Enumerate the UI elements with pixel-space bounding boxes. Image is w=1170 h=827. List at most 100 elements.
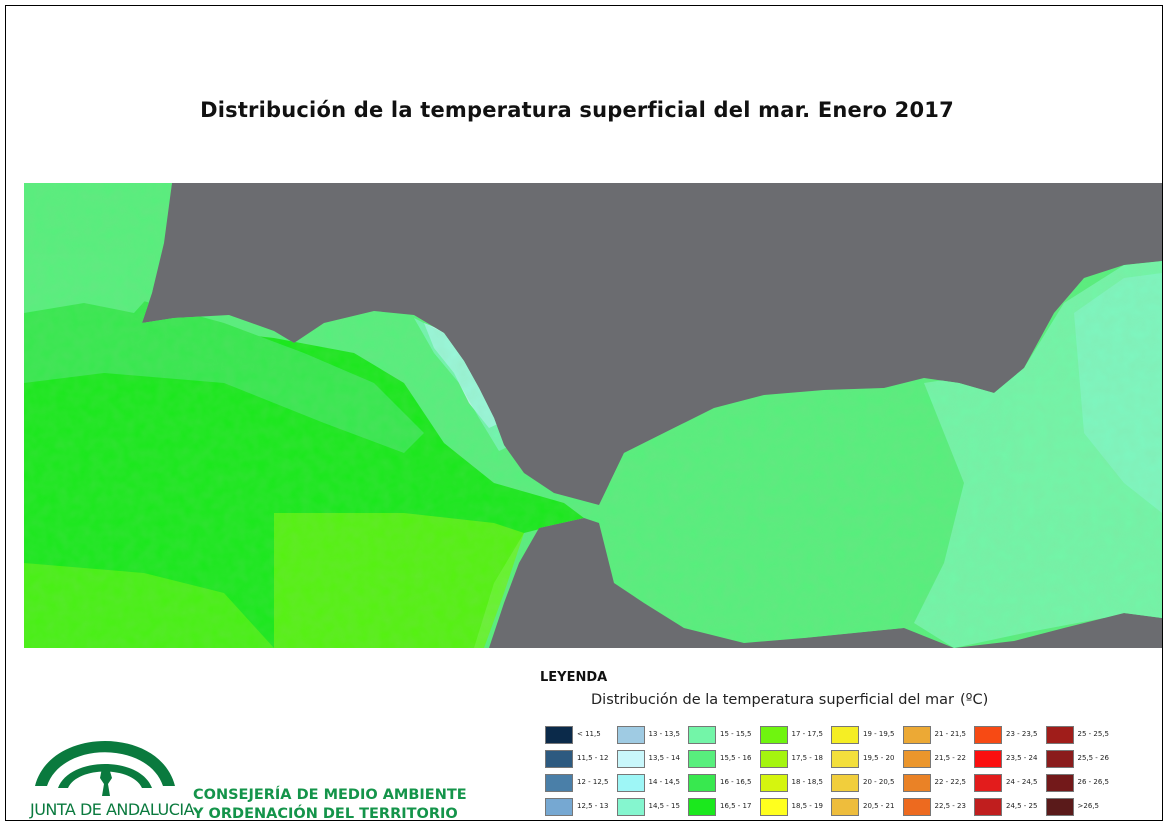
legend-grid: < 11,5 11,5 - 12 12 - 12,5 12,5 - 13 13 - 13…: [545, 726, 1145, 822]
legend-swatch: [902, 774, 931, 792]
legend-item: 22,5 - 23: [902, 798, 977, 818]
legend-label: 13 - 13,5: [648, 730, 680, 738]
legend-swatch: [902, 750, 931, 768]
legend-item: 14 - 14,5: [616, 774, 691, 794]
legend-swatch: [1045, 750, 1074, 768]
legend-label: 13,5 - 14: [648, 754, 680, 762]
legend-swatch: [974, 798, 1002, 816]
map-frame: [5, 5, 1163, 821]
legend-subtitle: Distribución de la temperatura superfici…: [591, 692, 988, 708]
sst-map: [24, 183, 1162, 648]
legend-item: 18,5 - 19: [759, 798, 834, 818]
department-line-2: Y ORDENACIÓN DEL TERRITORIO: [193, 806, 458, 822]
logo-org-name: JUNTA DE ANDALUCIA: [30, 800, 195, 819]
legend-swatch: [1045, 774, 1074, 792]
legend-label: 25 - 25,5: [1077, 730, 1109, 738]
legend-item: 21,5 - 22: [902, 750, 977, 770]
legend-label: 20 - 20,5: [863, 778, 895, 786]
legend-label: 25,5 - 26: [1077, 754, 1109, 762]
legend-swatch: [974, 726, 1002, 744]
legend-label: 16,5 - 17: [720, 802, 752, 810]
legend-label: 18 - 18,5: [791, 778, 823, 786]
legend-item: 13 - 13,5: [616, 726, 691, 746]
legend-label: 19 - 19,5: [863, 730, 895, 738]
junta-andalucia-logo: [35, 741, 175, 796]
legend-label: 14,5 - 15: [648, 802, 680, 810]
legend-swatch: [688, 750, 716, 768]
legend-swatch: [902, 798, 931, 816]
legend-label: 14 - 14,5: [648, 778, 680, 786]
legend-item: 19 - 19,5: [831, 726, 905, 746]
legend-label: 26 - 26,5: [1077, 778, 1109, 786]
legend-swatch: [974, 750, 1002, 768]
department-name: CONSEJERÍA DE MEDIO AMBIENTE Y ORDENACIÓ…: [193, 786, 467, 824]
legend-item: 24,5 - 25: [974, 798, 1048, 818]
legend-swatch: [831, 774, 859, 792]
legend-swatch: [616, 726, 645, 744]
legend-label: 12,5 - 13: [577, 802, 609, 810]
legend-subtitle-text: Distribución de la temperatura superfici…: [591, 692, 955, 708]
legend-label: 11,5 - 12: [577, 754, 609, 762]
legend-item: 22 - 22,5: [902, 774, 977, 794]
legend-item: 16,5 - 17: [688, 798, 762, 818]
legend-item: 23 - 23,5: [974, 726, 1048, 746]
legend-heading: LEYENDA: [540, 670, 608, 685]
legend-label: 23,5 - 24: [1006, 754, 1038, 762]
legend-swatch: [688, 798, 716, 816]
legend-label: < 11,5: [577, 730, 601, 738]
legend-label: 19,5 - 20: [863, 754, 895, 762]
legend-label: >26,5: [1077, 802, 1099, 810]
legend-label: 15 - 15,5: [720, 730, 752, 738]
legend-swatch: [616, 798, 645, 816]
legend-swatch: [974, 774, 1002, 792]
legend-label: 18,5 - 19: [791, 802, 823, 810]
legend-swatch: [759, 798, 788, 816]
legend-unit: (ºC): [960, 692, 989, 708]
legend-item: 12 - 12,5: [545, 774, 619, 794]
legend-item: < 11,5: [545, 726, 619, 746]
legend-swatch: [545, 774, 573, 792]
map-title: Distribución de la temperatura superfici…: [200, 98, 954, 122]
legend-label: 20,5 - 21: [863, 802, 895, 810]
legend-item: 25 - 25,5: [1045, 726, 1120, 746]
legend-label: 21 - 21,5: [934, 730, 966, 738]
legend-item: 11,5 - 12: [545, 750, 619, 770]
legend-item: 20,5 - 21: [831, 798, 905, 818]
legend-swatch: [545, 726, 573, 744]
legend-swatch: [759, 774, 788, 792]
legend-label: 24 - 24,5: [1006, 778, 1038, 786]
legend-item: 24 - 24,5: [974, 774, 1048, 794]
legend-swatch: [902, 726, 931, 744]
legend-item: 26 - 26,5: [1045, 774, 1120, 794]
legend-label: 21,5 - 22: [934, 754, 966, 762]
legend-item: 16 - 16,5: [688, 774, 762, 794]
legend-label: 17 - 17,5: [791, 730, 823, 738]
legend-label: 16 - 16,5: [720, 778, 752, 786]
legend-item: >26,5: [1045, 798, 1120, 818]
legend-swatch: [616, 750, 645, 768]
legend-label: 17,5 - 18: [791, 754, 823, 762]
legend-swatch: [616, 774, 645, 792]
legend-swatch: [759, 726, 788, 744]
legend-swatch: [688, 726, 716, 744]
legend-swatch: [545, 750, 573, 768]
legend-label: 15,5 - 16: [720, 754, 752, 762]
legend-swatch: [545, 798, 573, 816]
legend-label: 22 - 22,5: [934, 778, 966, 786]
legend-item: 23,5 - 24: [974, 750, 1048, 770]
legend-item: 25,5 - 26: [1045, 750, 1120, 770]
legend-item: 19,5 - 20: [831, 750, 905, 770]
legend-item: 15,5 - 16: [688, 750, 762, 770]
legend-item: 21 - 21,5: [902, 726, 977, 746]
legend-item: 17,5 - 18: [759, 750, 834, 770]
legend-item: 17 - 17,5: [759, 726, 834, 746]
legend-item: 14,5 - 15: [616, 798, 691, 818]
legend-item: 15 - 15,5: [688, 726, 762, 746]
legend-item: 18 - 18,5: [759, 774, 834, 794]
legend-label: 12 - 12,5: [577, 778, 609, 786]
legend-swatch: [831, 798, 859, 816]
legend-swatch: [688, 774, 716, 792]
legend-label: 22,5 - 23: [934, 802, 966, 810]
legend-swatch: [831, 726, 859, 744]
legend-swatch: [831, 750, 859, 768]
